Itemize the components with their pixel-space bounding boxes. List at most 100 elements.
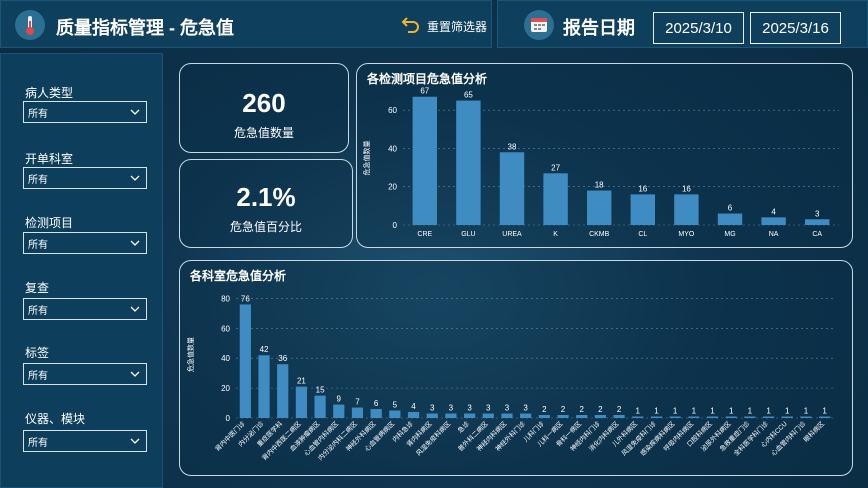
bar xyxy=(389,410,401,418)
x-category-label: GLU xyxy=(461,231,475,238)
bar-value-label: 6 xyxy=(728,204,733,213)
chevron-down-icon xyxy=(129,435,141,450)
bar-value-label: 16 xyxy=(682,184,691,193)
x-category-label: 神经外科门诊 xyxy=(493,419,527,453)
x-category-label: K xyxy=(553,231,558,238)
filter-sidebar: 病人类型 所有 开单科室 所有 检测项目 所有 复查 所有 标签 所有 仪器、模… xyxy=(0,53,163,488)
y-tick-label: 0 xyxy=(226,414,231,423)
bar xyxy=(482,413,494,418)
tag-value: 所有 xyxy=(28,370,48,382)
y-axis-label: 危急值数量 xyxy=(362,141,371,176)
bar-value-label: 36 xyxy=(278,354,287,363)
y-tick-label: 60 xyxy=(388,106,397,115)
bar-value-label: 1 xyxy=(748,407,753,416)
bar xyxy=(456,100,481,225)
bar-value-label: 1 xyxy=(766,407,771,416)
bar xyxy=(804,219,830,225)
x-category-label: 急诊 xyxy=(455,419,471,435)
bar-value-label: 3 xyxy=(505,404,510,413)
chevron-down-icon xyxy=(129,368,141,383)
bar-value-label: 21 xyxy=(297,377,306,386)
bar-value-label: 3 xyxy=(467,404,472,413)
bar-value-label: 3 xyxy=(430,404,435,413)
thermometer-icon xyxy=(15,10,45,40)
x-category-label: MYO xyxy=(678,231,695,238)
bar xyxy=(295,386,308,418)
bar xyxy=(445,413,457,418)
bar xyxy=(557,415,569,418)
bar-value-label: 27 xyxy=(551,163,560,172)
patient-type-select[interactable]: 所有 xyxy=(23,101,147,123)
bar xyxy=(520,413,532,418)
test-item-select[interactable]: 所有 xyxy=(23,232,147,254)
bar-value-label: 16 xyxy=(638,184,647,193)
bar-value-label: 2 xyxy=(617,405,622,414)
recheck-value: 所有 xyxy=(28,305,48,317)
bar xyxy=(744,416,756,418)
bar xyxy=(674,194,699,225)
bar-value-label: 5 xyxy=(393,401,398,410)
bar-value-label: 3 xyxy=(449,404,454,413)
bar-value-label: 3 xyxy=(815,209,820,218)
y-axis-label: 危急值数量 xyxy=(186,337,195,372)
patient-type-value: 所有 xyxy=(28,108,48,120)
bar-value-label: 1 xyxy=(804,407,809,416)
kpi-card-count: 260 危急值数量 xyxy=(179,63,349,153)
y-tick-label: 40 xyxy=(388,144,397,153)
date-end-field[interactable]: 2025/3/16 xyxy=(750,12,841,44)
bar xyxy=(576,415,588,418)
y-tick-label: 40 xyxy=(221,354,230,363)
y-tick-label: 60 xyxy=(221,324,230,333)
bar xyxy=(426,413,438,418)
department-chart-card: 各科室危急值分析 0 20 40 60 80 危急值数量 76 肾内中医门诊 42 内分泌门诊 36… xyxy=(179,260,853,476)
y-tick-label: 20 xyxy=(221,384,230,393)
x-category-label: MG xyxy=(724,231,735,238)
y-tick-label: 20 xyxy=(388,183,397,192)
tag-select[interactable]: 所有 xyxy=(23,363,147,385)
kpi-percent-value: 2.1% xyxy=(236,182,296,212)
bar xyxy=(586,190,612,225)
bar-value-label: 2 xyxy=(579,405,584,414)
filter-label-test-item: 检测项目 xyxy=(25,216,74,230)
kpi-card-percent: 2.1% 危急值百分比 xyxy=(179,159,353,248)
bar-value-label: 2 xyxy=(561,405,566,414)
bar xyxy=(258,355,270,418)
reset-filters-button[interactable]: 重置筛选器 xyxy=(401,15,487,37)
test-item-bar-chart: 0 20 40 60 危急值数量 67 CRE 65 GLU 38 UREA 27 K 18 CKMB 16 C… xyxy=(362,87,839,238)
bar-value-label: 76 xyxy=(241,294,250,303)
bar-value-label: 4 xyxy=(771,207,776,216)
x-category-label: 心血管病病区 xyxy=(362,419,396,453)
bar xyxy=(463,413,476,418)
bar xyxy=(543,173,568,225)
report-date-label: 报告日期 xyxy=(563,18,635,38)
bar xyxy=(613,415,625,418)
x-category-label: CRE xyxy=(417,231,432,238)
x-category-label: CA xyxy=(812,231,822,238)
x-category-label: NA xyxy=(769,231,779,238)
chart2-title: 各科室危急值分析 xyxy=(190,269,287,283)
bar-value-label: 3 xyxy=(486,404,491,413)
chart1-title: 各检测项目危急值分析 xyxy=(367,72,488,86)
bar xyxy=(781,416,793,418)
filter-label-tag: 标签 xyxy=(25,346,50,360)
bar xyxy=(650,416,663,418)
bar-value-label: 67 xyxy=(420,87,429,96)
bar-value-label: 6 xyxy=(374,399,379,408)
bar-value-label: 2 xyxy=(598,405,603,414)
bar-value-label: 1 xyxy=(785,407,790,416)
bar xyxy=(594,415,607,418)
bar-value-label: 1 xyxy=(673,407,678,416)
ordering-dept-select[interactable]: 所有 xyxy=(23,167,147,189)
y-tick-label: 0 xyxy=(393,221,398,230)
bar xyxy=(688,416,700,418)
bar xyxy=(706,416,719,418)
bar-value-label: 9 xyxy=(337,395,342,404)
x-category-label: 眼科病区 xyxy=(801,419,826,444)
date-start-field[interactable]: 2025/3/10 xyxy=(653,12,744,44)
chevron-down-icon xyxy=(129,303,141,318)
recheck-select[interactable]: 所有 xyxy=(23,298,147,320)
filter-label-ordering-dept: 开单科室 xyxy=(25,152,74,166)
x-category-label: CL xyxy=(638,231,647,238)
x-category-label: CKMB xyxy=(589,231,610,238)
instrument-select[interactable]: 所有 xyxy=(23,430,147,452)
